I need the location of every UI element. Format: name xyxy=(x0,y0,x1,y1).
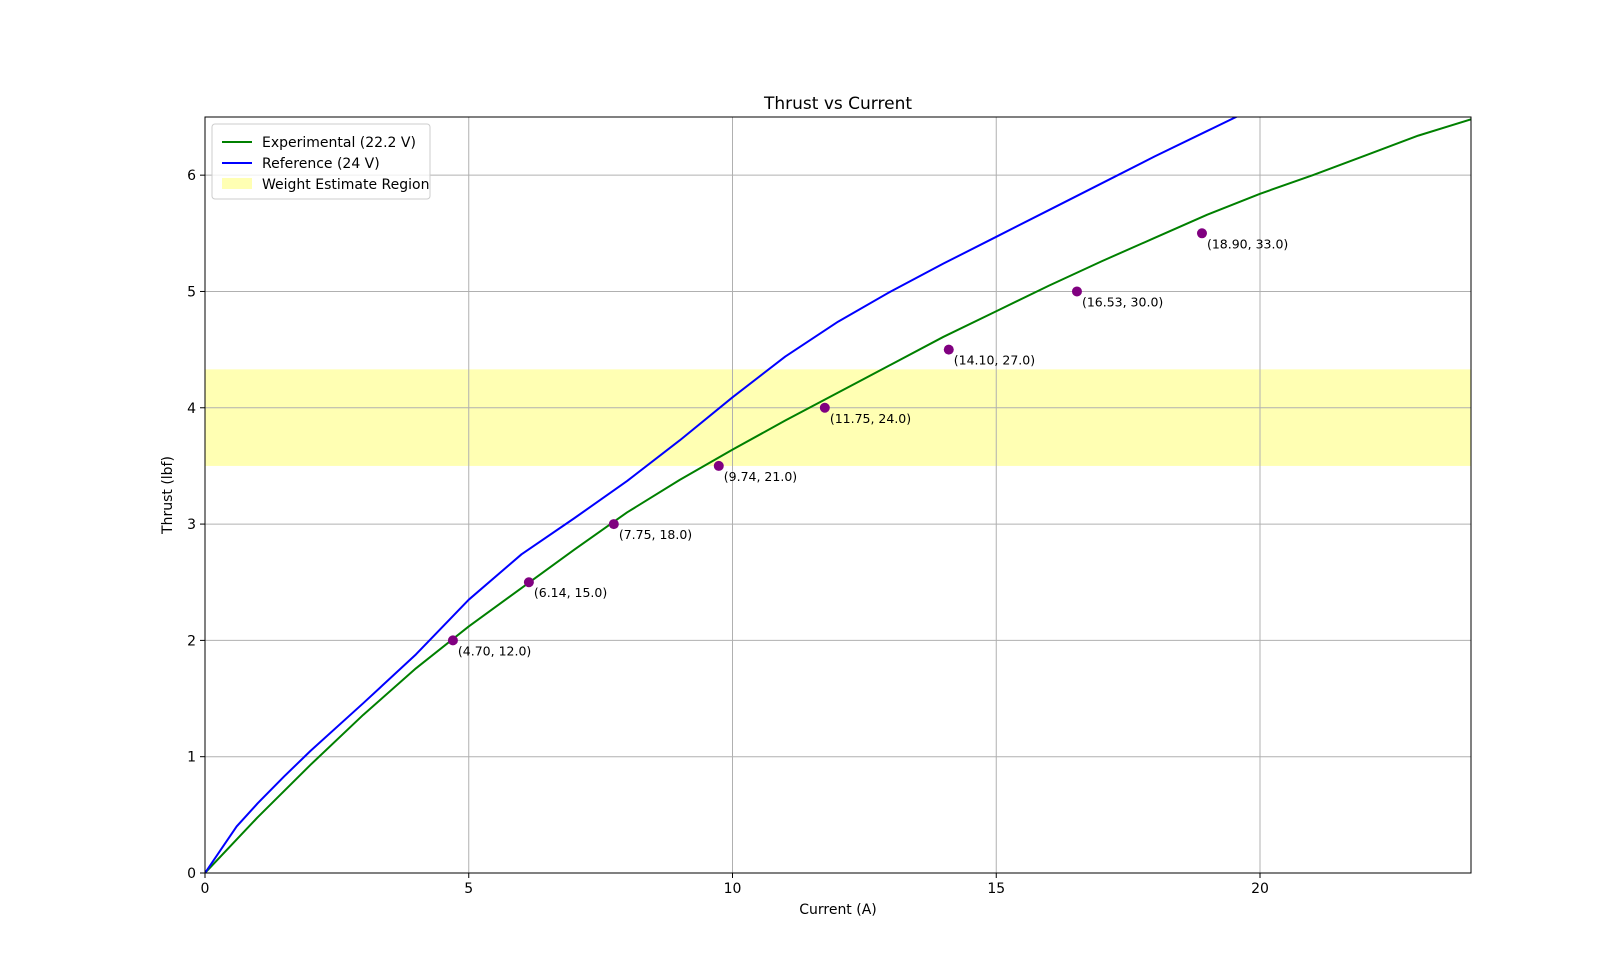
x-tick-label: 0 xyxy=(201,881,210,897)
x-tick-label: 15 xyxy=(987,881,1005,897)
series-line-reference xyxy=(205,117,1239,873)
legend-box xyxy=(211,123,431,200)
data-point xyxy=(523,577,534,588)
data-point xyxy=(1071,286,1082,297)
y-tick-label: 3 xyxy=(187,517,196,533)
point-annotation: (14.10, 27.0) xyxy=(954,353,1035,368)
y-axis-label: Thrust (lbf) xyxy=(160,456,176,535)
y-tick-label: 2 xyxy=(187,633,196,649)
legend-label-experimental: Experimental (22.2 V) xyxy=(262,135,416,151)
x-tick-label: 10 xyxy=(724,881,742,897)
y-tick-label: 1 xyxy=(187,750,196,766)
data-point xyxy=(447,635,458,646)
points-layer: (4.70, 12.0) (6.14, 15.0) (7.75, 18.0) (9.7… xyxy=(447,228,1288,658)
point-annotation: (11.75, 24.0) xyxy=(830,411,911,426)
plot-frame xyxy=(204,116,1472,874)
data-point xyxy=(943,344,954,355)
data-point xyxy=(819,402,830,413)
y-tick-label: 6 xyxy=(187,168,196,184)
point-annotation: (6.14, 15.0) xyxy=(534,585,607,600)
x-axis-label: Current (A) xyxy=(799,902,877,918)
x-tick-label: 5 xyxy=(464,881,473,897)
data-point xyxy=(713,460,724,471)
data-point xyxy=(1196,228,1207,239)
series-line-experimental xyxy=(205,118,1471,873)
point-annotation: (9.74, 21.0) xyxy=(724,469,797,484)
point-annotation: (16.53, 30.0) xyxy=(1082,294,1163,309)
y-tick-label: 5 xyxy=(187,284,196,300)
legend: Experimental (22.2 V) Reference (24 V) Wei… xyxy=(211,123,431,200)
legend-label-weight-estimate: Weight Estimate Region xyxy=(262,177,429,193)
y-tick-label: 0 xyxy=(187,866,196,882)
chart-title: Thrust vs Current xyxy=(763,94,912,114)
legend-label-reference: Reference (24 V) xyxy=(262,156,380,172)
series-layer xyxy=(205,117,1471,873)
legend-swatch-weight-estimate xyxy=(222,178,252,189)
x-tick-label: 20 xyxy=(1251,881,1269,897)
point-annotation: (7.75, 18.0) xyxy=(619,527,692,542)
point-annotation: (18.90, 33.0) xyxy=(1207,236,1288,251)
point-annotation: (4.70, 12.0) xyxy=(458,643,531,658)
ticks-layer: 0 5 10 15 20 0 1 2 3 4 5 6 xyxy=(187,168,1269,897)
y-tick-label: 4 xyxy=(187,401,196,417)
data-point xyxy=(608,519,619,530)
